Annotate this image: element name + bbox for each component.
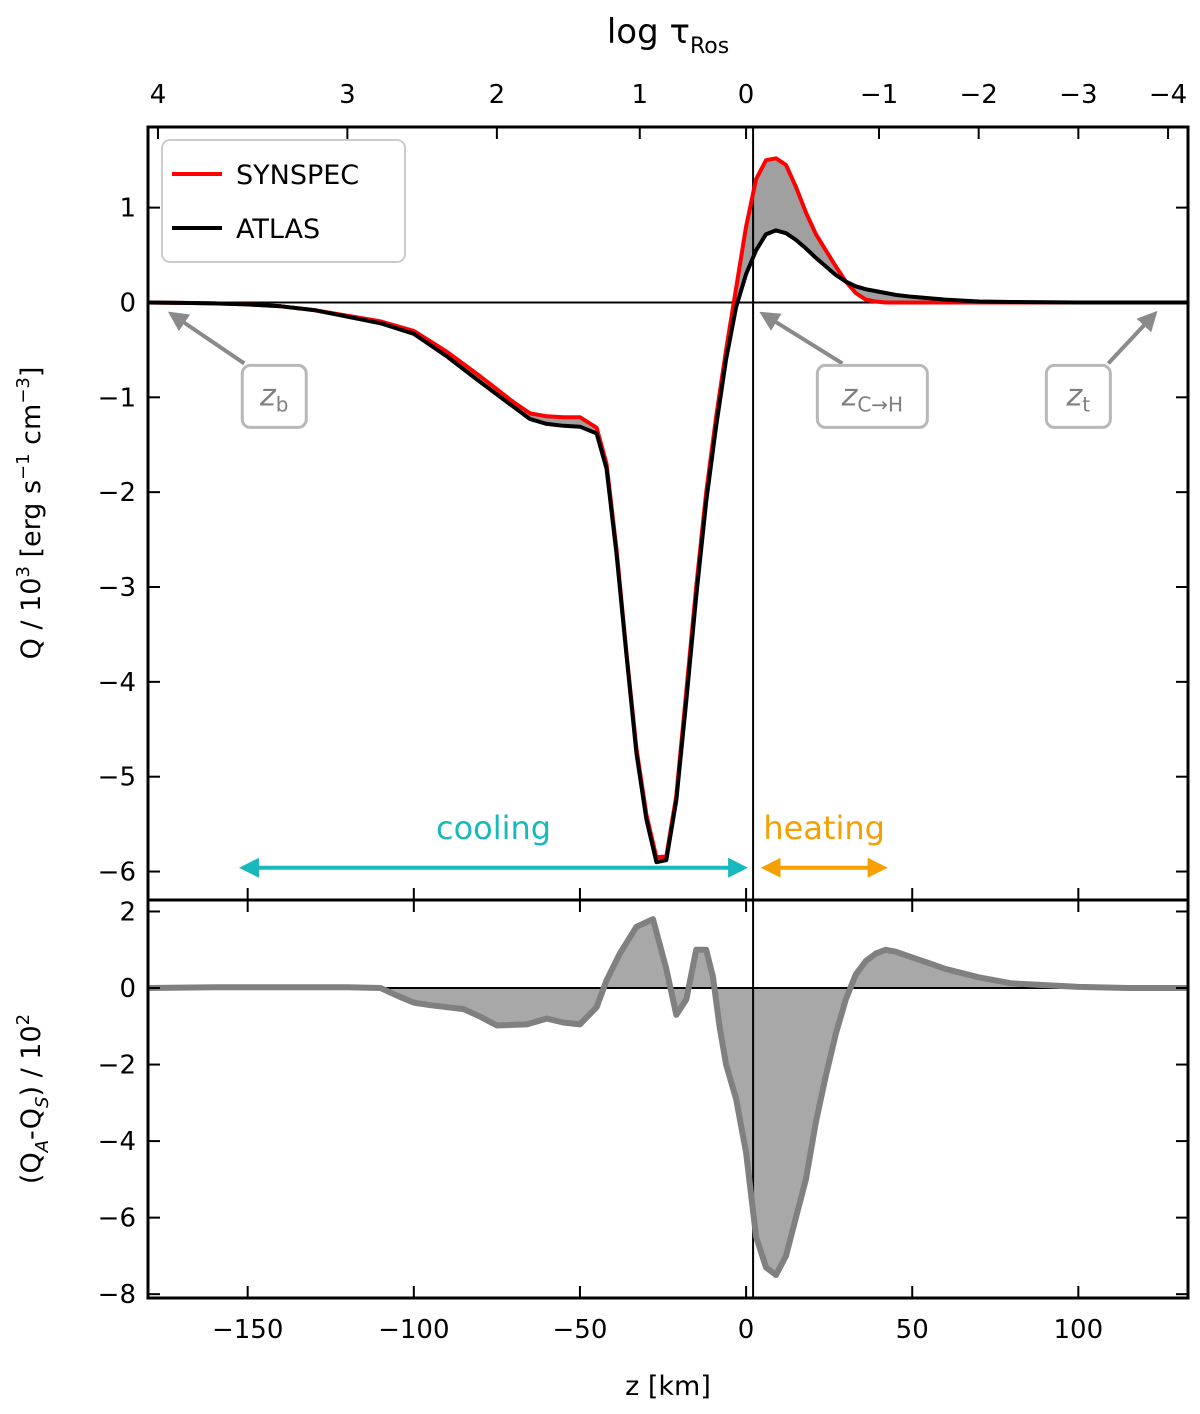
- annotation-label: zC→H: [841, 378, 904, 416]
- annotation-box: [1044, 363, 1112, 429]
- top-tau-ticks: 4 3 2 1 0 −1 −2 −3 −4: [150, 80, 1187, 139]
- range-cooling: cooling: [239, 809, 749, 878]
- tau-tick-label: −2: [960, 80, 998, 110]
- ytick-label: −6: [98, 1204, 136, 1234]
- annotations: zb zC→H zt: [167, 310, 1158, 429]
- bottom-y-label: (QA-QS) / 102: [13, 1014, 53, 1184]
- legend-label-atlas: ATLAS: [236, 214, 320, 245]
- tau-tick-label: 3: [339, 80, 356, 110]
- ytick-label: −6: [98, 858, 136, 888]
- ytick-label: −4: [98, 1127, 136, 1157]
- bottom-panel: 2 0 −2 −4 −6 −8 −150 −100 −50 0 50 100 z [km] (QA-…: [13, 897, 1190, 1402]
- fill-between-area: [148, 158, 1188, 863]
- series-line-synspec: [148, 156, 1188, 860]
- bottom-diff-line: [148, 916, 1188, 1278]
- annotation-arrow: [1106, 310, 1158, 365]
- ytick-label: −3: [98, 573, 136, 603]
- xtick-label: −50: [553, 1315, 608, 1345]
- legend: SYNSPEC ATLAS: [161, 139, 406, 263]
- range-heating: heating: [760, 809, 888, 878]
- xtick-label: −150: [212, 1315, 283, 1345]
- top-yticks: 1 0 −1 −2 −3 −4 −5 −6: [98, 194, 1188, 900]
- annotation-arrow: [167, 311, 246, 366]
- tau-tick-label: 1: [631, 80, 648, 110]
- ytick-label: −2: [98, 1051, 136, 1081]
- legend-box: [161, 139, 406, 263]
- series-line-atlas: [148, 228, 1188, 865]
- ytick-label: −1: [98, 383, 136, 413]
- annotation-arrow: [759, 311, 844, 366]
- top-y-label: Q / 103 [erg s−1 cm−3]: [13, 367, 47, 660]
- top-fill-between: [148, 158, 1188, 863]
- xtick-label: 0: [738, 1315, 755, 1345]
- xtick-label: 50: [896, 1315, 929, 1345]
- tau-tick-label: 4: [150, 80, 167, 110]
- annotation-box: [815, 363, 929, 429]
- xtick-label: −100: [378, 1315, 449, 1345]
- tau-tick-label: −3: [1059, 80, 1097, 110]
- top-axis-title: log τRos: [607, 12, 729, 59]
- bottom-x-label: z [km]: [625, 1371, 711, 1402]
- tau-tick-label: −1: [860, 80, 898, 110]
- ytick-label: −2: [98, 478, 136, 508]
- bottom-yticks: 2 0 −2 −4 −6 −8: [98, 897, 1188, 1310]
- annotation-box: [240, 363, 308, 429]
- top-series-lines: [148, 156, 1188, 865]
- annotation-zt: zt: [1044, 310, 1158, 429]
- diff-line: [148, 916, 1188, 1278]
- range-arrows: cooling heating: [239, 809, 888, 878]
- bottom-xticks: −150 −100 −50 0 50 100: [212, 900, 1103, 1345]
- annotation-label: zb: [259, 378, 288, 416]
- tau-tick-label: −4: [1149, 80, 1187, 110]
- xtick-label: 100: [1054, 1315, 1104, 1345]
- annotation-zch: zC→H: [759, 311, 929, 429]
- range-label: cooling: [436, 809, 551, 847]
- tau-tick-label: 2: [489, 80, 506, 110]
- ytick-label: 0: [119, 974, 136, 1004]
- ytick-label: −5: [98, 763, 136, 793]
- annotation-zb: zb: [167, 311, 308, 429]
- top-panel: 1 0 −1 −2 −3 −4 −5 −6 4 3 2 1 0 −1 −2 −3 −4 log τRos Q …: [13, 12, 1190, 902]
- ytick-label: 0: [119, 288, 136, 318]
- range-label: heating: [763, 809, 885, 847]
- annotation-label: zt: [1066, 378, 1091, 416]
- ytick-label: −8: [98, 1280, 136, 1310]
- legend-label-synspec: SYNSPEC: [236, 160, 359, 191]
- bottom-axes-frame: [146, 898, 1190, 1300]
- ytick-label: 1: [119, 194, 136, 224]
- tau-tick-label: 0: [738, 80, 755, 110]
- ytick-label: 2: [119, 897, 136, 927]
- ytick-label: −4: [98, 668, 136, 698]
